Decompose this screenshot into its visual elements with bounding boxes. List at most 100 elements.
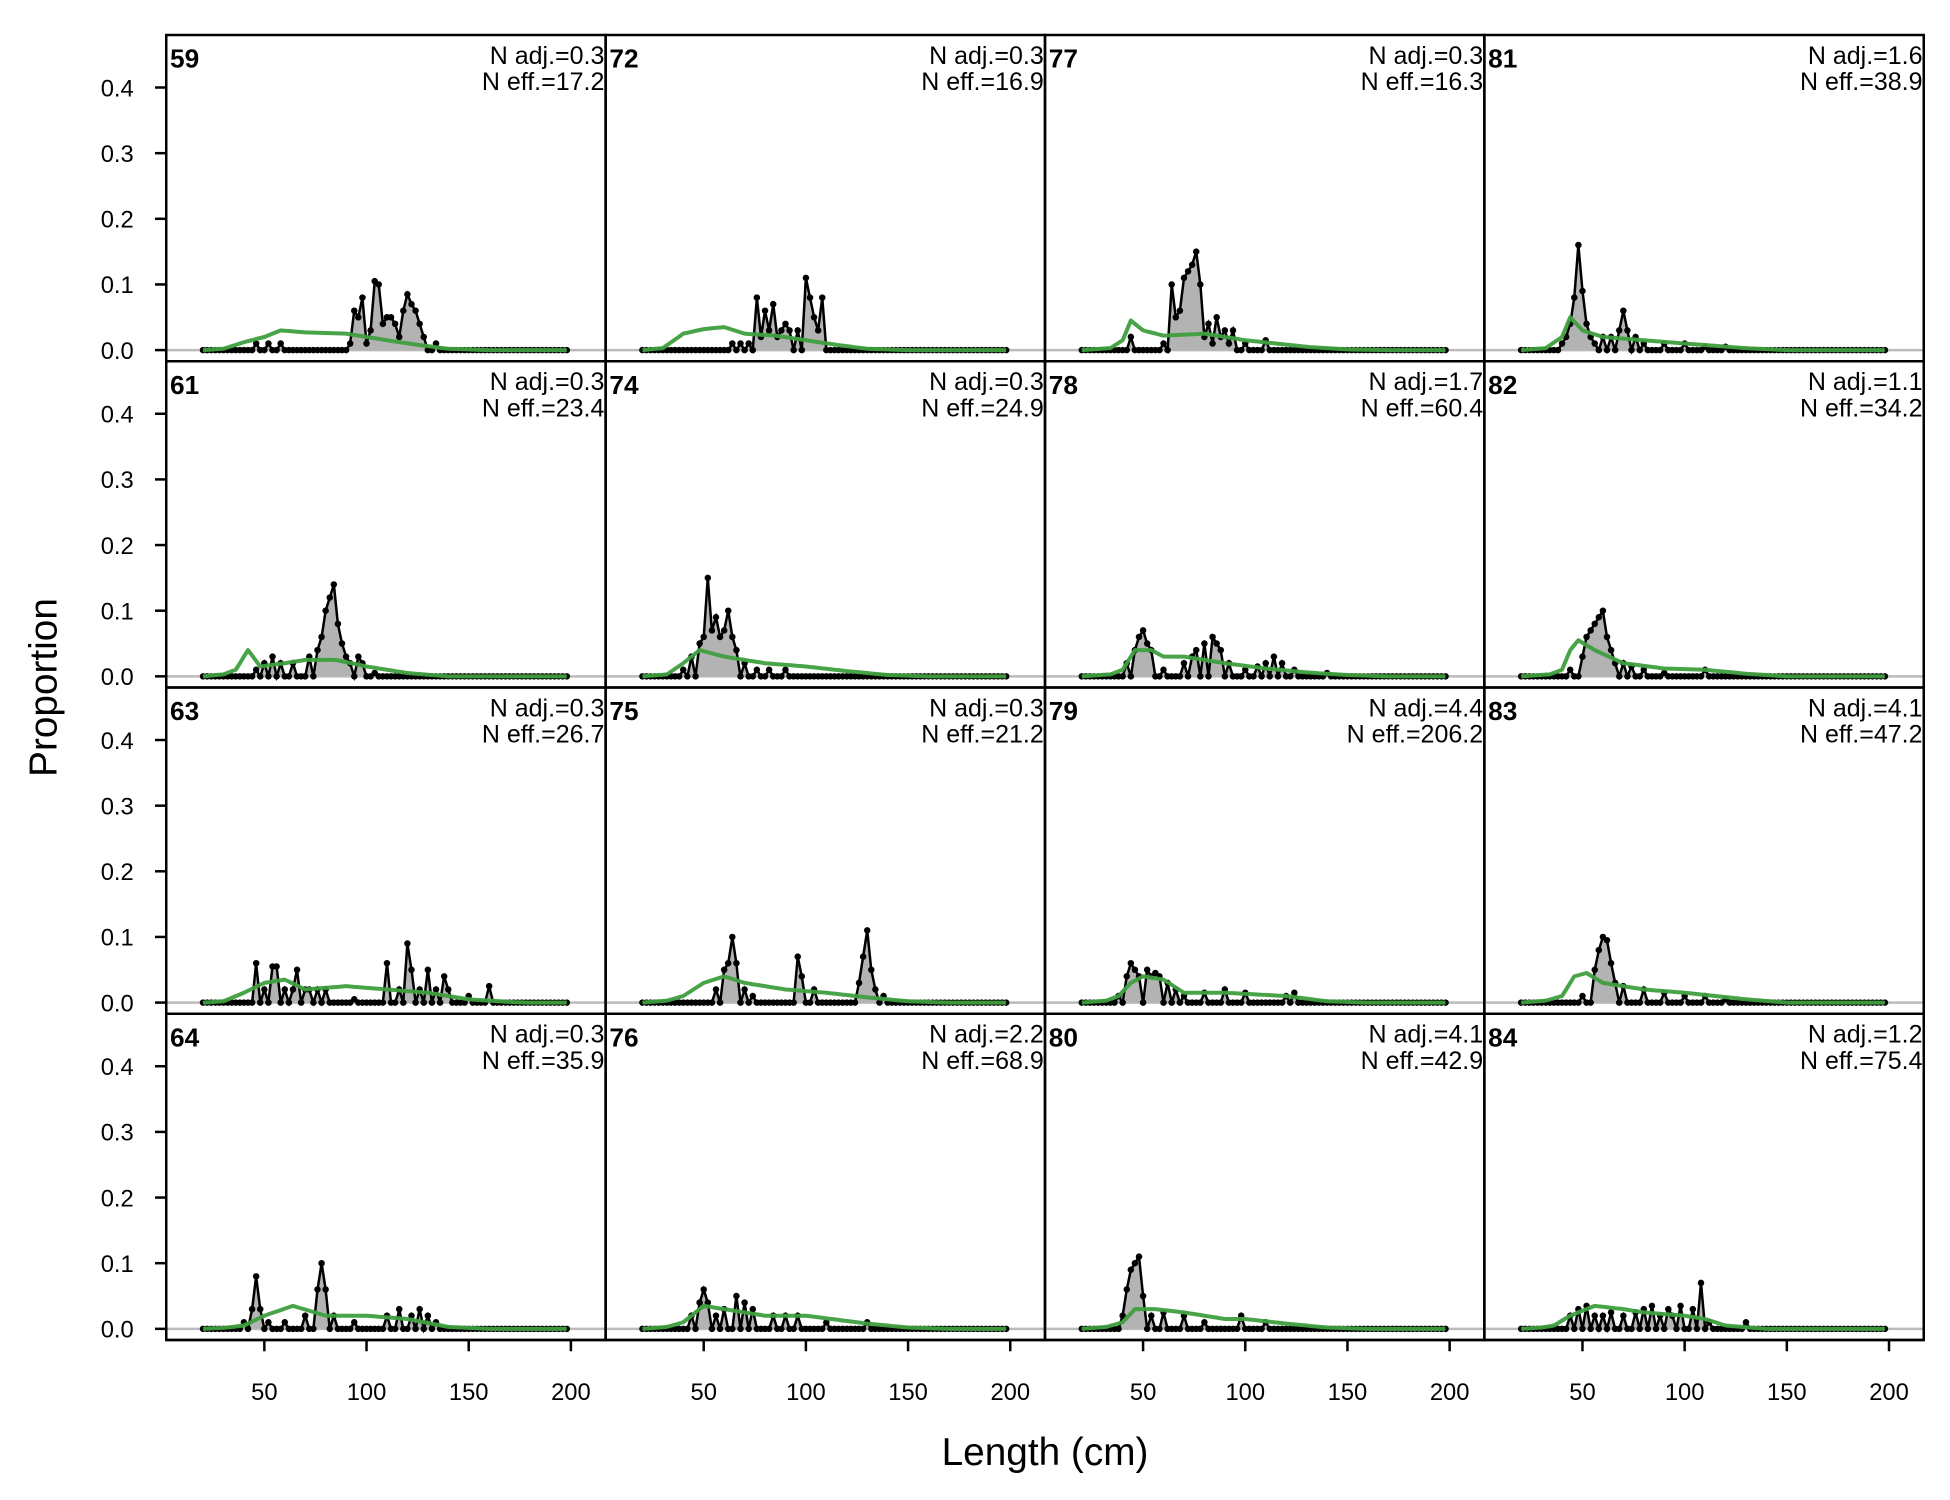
observed-point (1575, 673, 1582, 680)
observed-point (252, 959, 260, 967)
x-tick-label: 50 (691, 1379, 717, 1406)
expected-line (1081, 1307, 1446, 1331)
observed-point (404, 291, 411, 298)
observed-point (1209, 633, 1216, 641)
observed-point (737, 673, 744, 680)
observed-point (257, 673, 264, 680)
observed-point (1278, 659, 1286, 667)
x-tick-label: 100 (1665, 1379, 1705, 1406)
observed-point (1258, 673, 1265, 680)
panel-63: 63 N adj.=0.3N eff.=26.7 (165, 686, 607, 1015)
observed-point (1697, 673, 1705, 680)
observed-point (1583, 633, 1590, 641)
y-tick-label: 0.2 (101, 533, 134, 560)
observed-point (806, 999, 814, 1006)
observed-point (1127, 1266, 1135, 1274)
n-eff-label: N eff.=206.2 (1347, 721, 1483, 749)
observed-point (782, 320, 789, 328)
n-eff-label: N eff.=21.2 (921, 721, 1044, 749)
observed-point (1591, 620, 1598, 628)
observed-point (1591, 340, 1598, 347)
observed-point (749, 1305, 757, 1313)
observed-point (301, 673, 309, 680)
observed-point (445, 986, 452, 993)
panel-label: 75 (609, 696, 638, 726)
observed-point (310, 1325, 317, 1333)
panel-label: 74 (609, 370, 639, 400)
observed-point (408, 1312, 415, 1319)
observed-point (1656, 999, 1664, 1006)
x-tick-label: 100 (1225, 1379, 1265, 1406)
panel-label: 84 (1488, 1022, 1518, 1052)
observed-point (1139, 999, 1147, 1006)
n-eff-label: N eff.=75.4 (1800, 1047, 1923, 1075)
n-eff-label: N eff.=16.3 (1361, 68, 1484, 96)
observed-point (1636, 999, 1643, 1006)
observed-point (716, 1325, 724, 1333)
observed-point (1270, 653, 1278, 660)
y-tick-label: 0.2 (101, 859, 134, 886)
expected-line (202, 648, 567, 679)
observed-point (322, 607, 329, 614)
observed-point (1156, 346, 1163, 354)
observed-point (1673, 1325, 1680, 1333)
observed-point (794, 327, 801, 334)
observed-point (359, 294, 366, 301)
observed-point (252, 1273, 260, 1280)
observed-point (351, 673, 358, 680)
panel-label: 61 (170, 370, 199, 400)
observed-point (798, 973, 806, 980)
observed-point (1599, 607, 1607, 614)
observed-point (322, 1286, 329, 1293)
observed-point (1156, 1325, 1163, 1333)
observed-area (1081, 1256, 1446, 1329)
panel-label: 64 (170, 1022, 200, 1052)
n-adj-label: N adj.=4.1 (1808, 694, 1923, 722)
panel-label: 63 (170, 696, 199, 726)
observed-point (338, 640, 346, 647)
observed-point (1571, 294, 1578, 301)
observed-point (1237, 999, 1245, 1006)
observed-point (1616, 999, 1623, 1006)
observed-point (1554, 346, 1562, 354)
observed-point (700, 1286, 707, 1293)
observed-point (790, 1325, 797, 1333)
n-eff-label: N eff.=34.2 (1800, 394, 1923, 422)
observed-point (1575, 999, 1582, 1006)
observed-point (733, 1292, 740, 1300)
expected-line (1520, 315, 1885, 353)
observed-point (346, 340, 354, 347)
observed-point (1628, 1325, 1635, 1333)
axes: 0.0 0.1 0.2 0.3 0.4 0.0 0.1 0.2 0.3 0.4 0.0 0.1 0.2 0… (101, 35, 1924, 1406)
observed-point (391, 320, 399, 328)
observed-point (314, 1286, 321, 1293)
observed-point (1278, 999, 1286, 1006)
observed-point (391, 1325, 399, 1333)
y-tick-label: 0.1 (101, 1251, 134, 1278)
observed-point (461, 999, 468, 1006)
n-eff-label: N eff.=42.9 (1361, 1047, 1484, 1075)
observed-point (351, 307, 358, 314)
observed-point (1197, 281, 1204, 288)
observed-point (1172, 314, 1180, 321)
observed-point (404, 1325, 411, 1333)
observed-point (1587, 1325, 1594, 1333)
observed-point (1607, 959, 1615, 967)
expected-line (1521, 1303, 1885, 1331)
observed-point (1587, 999, 1594, 1006)
y-tick-label: 0.4 (101, 728, 134, 755)
expected-line (642, 648, 1007, 679)
observed-point (244, 1325, 252, 1333)
observed-point (1616, 1325, 1623, 1333)
observed-point (1599, 1312, 1607, 1319)
observed-point (745, 999, 752, 1006)
observed-point (1689, 1305, 1697, 1313)
y-tick-label: 0.1 (101, 925, 134, 952)
observed-point (1566, 666, 1574, 674)
observed-point (318, 1259, 325, 1267)
observed-point (1677, 1302, 1684, 1310)
observed-point (782, 666, 789, 674)
y-tick-label: 0.4 (101, 402, 134, 429)
y-tick-label: 0.3 (101, 467, 134, 494)
observed-point (330, 581, 338, 588)
